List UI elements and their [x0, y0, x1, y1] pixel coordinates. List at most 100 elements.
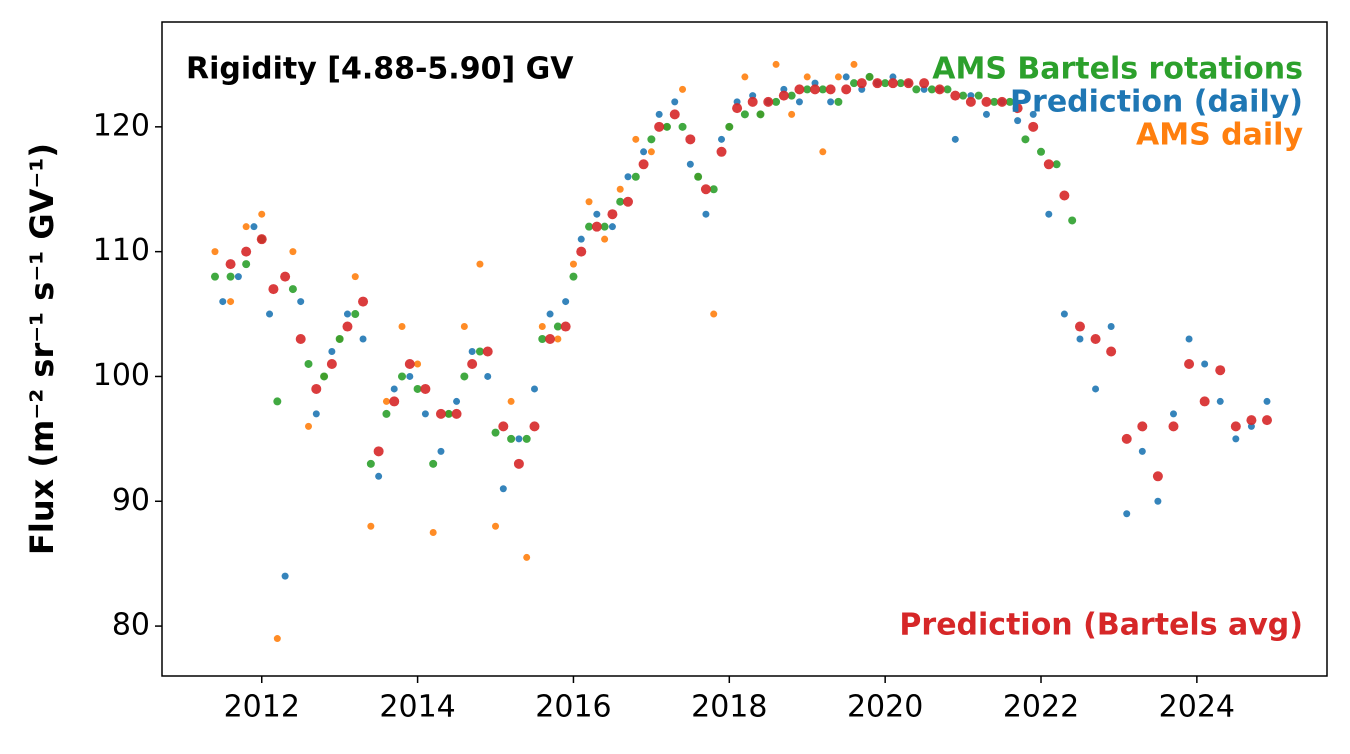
data-point: [437, 447, 445, 455]
data-point: [585, 222, 594, 231]
data-point: [934, 84, 945, 95]
data-point: [219, 298, 227, 306]
data-point: [903, 78, 914, 89]
data-point: [795, 98, 803, 106]
data-point: [1184, 358, 1195, 369]
x-tick-label: 2014: [379, 690, 455, 725]
data-point: [1074, 321, 1085, 332]
data-point: [803, 85, 812, 94]
data-point: [1168, 421, 1179, 432]
x-tick-label: 2024: [1159, 690, 1235, 725]
data-point: [990, 97, 999, 106]
data-point: [1045, 210, 1053, 218]
data-point: [451, 408, 462, 419]
data-point: [268, 284, 279, 295]
data-point: [881, 79, 890, 88]
data-point: [256, 234, 267, 245]
data-point: [927, 85, 936, 94]
data-point: [710, 310, 718, 318]
data-point: [1230, 421, 1241, 432]
data-point: [959, 91, 968, 100]
data-point: [1137, 421, 1148, 432]
data-point: [266, 310, 274, 318]
data-point: [305, 422, 313, 430]
legend-label: AMS daily: [1136, 118, 1303, 153]
data-point: [616, 185, 624, 193]
data-point: [700, 184, 711, 195]
data-point: [872, 78, 883, 89]
data-point: [375, 472, 383, 480]
data-point: [778, 90, 789, 101]
data-point: [414, 360, 422, 368]
data-point: [554, 335, 562, 343]
data-point: [827, 98, 835, 106]
data-point: [982, 110, 990, 118]
data-point: [304, 359, 313, 368]
data-point: [343, 310, 351, 318]
data-point: [631, 172, 640, 181]
data-point: [1060, 310, 1068, 318]
data-point: [732, 103, 743, 114]
data-point: [420, 383, 431, 394]
x-tick-label: 2018: [691, 690, 767, 725]
data-point: [1232, 435, 1240, 443]
data-point: [756, 110, 765, 119]
data-point: [382, 397, 390, 405]
data-point: [351, 310, 360, 319]
data-point: [468, 347, 476, 355]
data-point: [273, 397, 282, 406]
data-point: [382, 409, 391, 418]
data-point: [678, 122, 687, 131]
data-point: [849, 79, 858, 88]
data-point: [896, 79, 905, 88]
data-point: [1216, 397, 1224, 405]
data-point: [1246, 415, 1257, 426]
data-point: [562, 298, 570, 306]
data-point: [803, 73, 811, 81]
data-point: [529, 421, 540, 432]
data-point: [608, 223, 616, 231]
data-point: [398, 323, 406, 331]
data-point: [686, 160, 694, 168]
data-point: [429, 459, 438, 468]
data-point: [373, 446, 384, 457]
data-point: [1201, 360, 1209, 368]
data-point: [289, 248, 297, 256]
data-point: [725, 122, 734, 131]
data-point: [787, 91, 796, 100]
data-point: [694, 172, 703, 181]
data-point: [662, 122, 671, 131]
data-point: [281, 572, 289, 580]
data-point: [950, 90, 961, 101]
data-point: [280, 271, 291, 282]
data-point: [389, 396, 400, 407]
data-point: [421, 410, 429, 418]
data-point: [741, 73, 749, 81]
data-point: [390, 385, 398, 393]
data-point: [522, 434, 531, 443]
data-point: [530, 385, 538, 393]
data-point: [513, 458, 524, 469]
data-point: [326, 358, 337, 369]
data-point: [919, 78, 930, 89]
data-point: [288, 285, 297, 294]
x-tick-label: 2012: [224, 690, 300, 725]
data-point: [834, 97, 843, 106]
legend-label: Prediction (daily): [1010, 85, 1303, 120]
data-point: [242, 260, 251, 269]
data-point: [585, 198, 593, 206]
data-point: [320, 372, 329, 381]
data-point: [482, 346, 493, 357]
data-point: [841, 84, 852, 95]
data-point: [241, 246, 252, 257]
y-tick-label: 120: [93, 108, 150, 143]
data-point: [1215, 365, 1226, 376]
data-point: [819, 148, 827, 156]
y-tick-label: 100: [93, 358, 150, 393]
data-point: [460, 323, 468, 331]
data-point: [763, 96, 774, 107]
data-point: [601, 235, 609, 243]
y-tick-label: 90: [112, 483, 150, 518]
data-point: [1092, 385, 1100, 393]
